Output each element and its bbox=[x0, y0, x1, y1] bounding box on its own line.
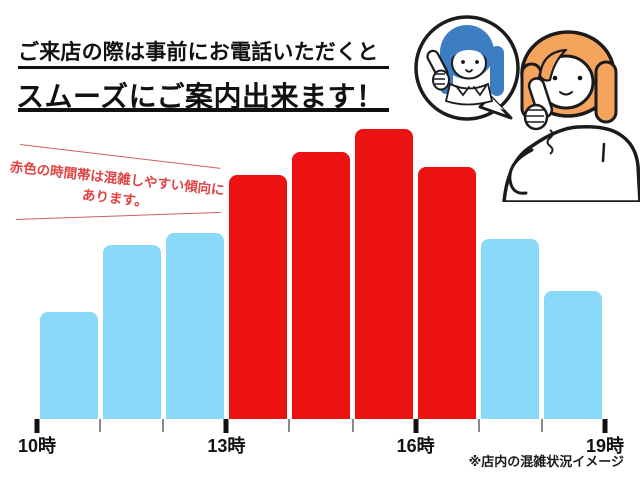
x-axis-tick-15 bbox=[351, 419, 354, 432]
annotation-text: 赤色の時間帯は混雑しやすい傾向に あります。 bbox=[6, 157, 225, 221]
x-axis-tick-19 bbox=[602, 419, 608, 433]
x-axis-tick-18 bbox=[540, 419, 543, 432]
chart-bar-11-12 bbox=[102, 245, 161, 419]
page-title-line2: スムーズにご案内出来ます！ bbox=[16, 81, 385, 112]
title-underline bbox=[18, 108, 389, 112]
x-axis-tick-10 bbox=[34, 419, 40, 433]
x-axis-tick-12 bbox=[162, 419, 165, 432]
title-underline bbox=[18, 66, 389, 69]
chart-bar-16-17 bbox=[418, 166, 477, 419]
clerk-eye bbox=[461, 60, 465, 64]
x-axis-tick-11 bbox=[99, 419, 102, 432]
clerk-phone-receiver-icon bbox=[426, 49, 450, 91]
x-axis-tick-14 bbox=[288, 419, 291, 432]
x-axis-tick-17 bbox=[477, 419, 480, 432]
chart-bar-10-11 bbox=[39, 311, 98, 419]
x-axis-label-13: 13時 bbox=[207, 436, 246, 456]
x-axis-tick-16 bbox=[413, 419, 419, 433]
customer-eye bbox=[577, 75, 583, 81]
x-axis-label-16: 16時 bbox=[396, 436, 435, 456]
chart-bar-18-19 bbox=[544, 291, 603, 419]
annotation-text-line2: あります。 bbox=[81, 187, 149, 210]
customer-illustration bbox=[502, 30, 640, 202]
clerk-illustration bbox=[426, 25, 504, 106]
x-axis-label-10: 10時 bbox=[17, 436, 57, 456]
customer-eye bbox=[552, 75, 558, 81]
chart-bar-14-15 bbox=[291, 152, 351, 419]
chart-bar-13-14 bbox=[228, 175, 287, 419]
chart-bar-15-16 bbox=[355, 129, 414, 419]
phone-call-illustration bbox=[414, 15, 640, 202]
x-axis-label-19: 19時 bbox=[585, 436, 625, 456]
x-axis-tick-13 bbox=[223, 419, 229, 433]
clerk-eye bbox=[475, 60, 479, 64]
chart-bar-12-13 bbox=[165, 233, 224, 419]
customer-phone-receiver-icon bbox=[523, 77, 554, 155]
footnote: ※店内の混雑状況イメージ bbox=[468, 454, 624, 469]
chart-bar-17-18 bbox=[481, 239, 540, 419]
page-title-line1: ご来店の際は事前にお電話いただくと bbox=[18, 41, 379, 64]
